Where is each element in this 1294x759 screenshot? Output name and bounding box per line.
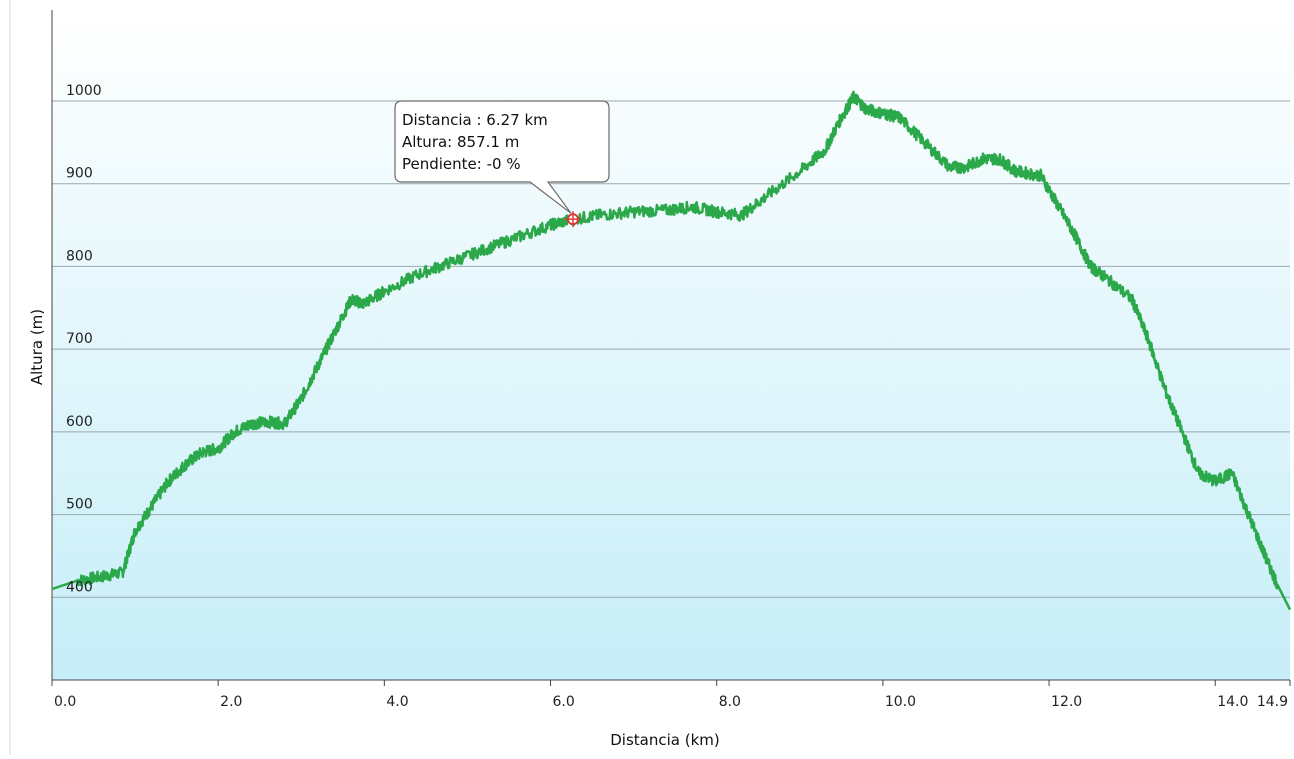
plot-area — [52, 10, 1290, 680]
tick-labels: 400 500 600 700 800 900 1000 0.0 2.0 4.0 6.0 8.0 10.… — [54, 83, 1288, 710]
y-tick-label: 1000 — [66, 83, 102, 99]
x-tick-label: 4.0 — [386, 694, 408, 710]
x-tick-label: 14.0 — [1217, 694, 1248, 710]
axes — [9, 0, 1291, 755]
y-tick-label: 800 — [66, 248, 93, 264]
gridlines — [52, 100, 1290, 598]
x-tick-label: 0.0 — [54, 694, 76, 710]
x-tick-label: 14.9 — [1257, 694, 1288, 710]
hover-tooltip: Distancia : 6.27 km Altura: 857.1 m Pend… — [394, 100, 610, 214]
x-tick-label: 2.0 — [220, 694, 242, 710]
tooltip-altitude: Altura: 857.1 m — [402, 133, 519, 151]
tooltip-distance: Distancia : 6.27 km — [402, 111, 548, 129]
y-tick-label: 400 — [66, 579, 93, 595]
y-tick-label: 500 — [66, 497, 93, 513]
tooltip-box — [394, 100, 610, 214]
x-tick-label: 10.0 — [885, 694, 916, 710]
x-tick-label: 6.0 — [553, 694, 575, 710]
y-tick-label: 700 — [66, 331, 93, 347]
tooltip-slope: Pendiente: -0 % — [402, 155, 521, 173]
x-tick-label: 8.0 — [719, 694, 741, 710]
crosshair-marker-icon[interactable] — [564, 211, 581, 228]
elevation-line — [51, 90, 1292, 611]
x-tick-label: 12.0 — [1051, 694, 1082, 710]
x-axis-title: Distancia (km) — [610, 731, 720, 749]
y-tick-label: 900 — [66, 166, 93, 182]
y-tick-label: 600 — [66, 414, 93, 430]
y-axis-title: Altura (m) — [28, 309, 46, 385]
